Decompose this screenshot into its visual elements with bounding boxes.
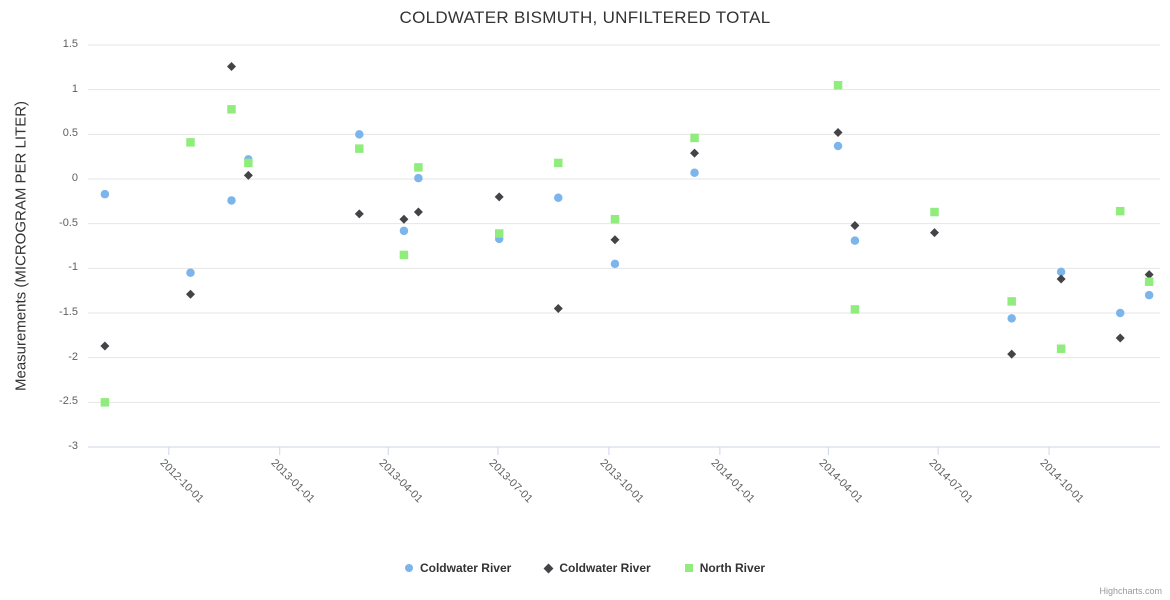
square-marker-icon	[684, 564, 693, 572]
data-point[interactable]	[1144, 290, 1154, 300]
data-point[interactable]	[399, 250, 409, 260]
y-tick-label: -0.5	[59, 216, 78, 229]
data-point[interactable]	[1115, 333, 1125, 343]
data-point[interactable]	[413, 207, 423, 217]
data-point[interactable]	[399, 226, 409, 236]
legend-item-label: Coldwater River	[559, 561, 651, 575]
y-tick-label: 0	[71, 172, 78, 184]
y-tick-label: 0.5	[62, 127, 78, 140]
data-point[interactable]	[1007, 349, 1017, 359]
data-point[interactable]	[610, 214, 620, 224]
legend-item-coldwater-river[interactable]: Coldwater River	[404, 561, 512, 575]
data-point[interactable]	[355, 130, 364, 139]
y-tick-label: -1	[68, 261, 78, 274]
data-point[interactable]	[226, 61, 236, 71]
data-point[interactable]	[554, 193, 563, 203]
data-point[interactable]	[227, 196, 236, 205]
data-point[interactable]	[930, 228, 940, 238]
y-tick-label: -3	[68, 440, 78, 452]
data-point[interactable]	[100, 398, 110, 407]
data-point[interactable]	[1007, 314, 1016, 323]
data-point[interactable]	[100, 189, 110, 199]
data-point[interactable]	[494, 192, 504, 202]
y-tick-label: -2.5	[59, 395, 78, 408]
data-point[interactable]	[930, 207, 939, 217]
data-point[interactable]	[414, 163, 423, 172]
data-point[interactable]	[690, 148, 700, 158]
data-point[interactable]	[186, 268, 195, 278]
data-point[interactable]	[1056, 344, 1066, 353]
y-tick-label: 1	[71, 82, 78, 95]
y-tick-label: 1.5	[62, 38, 78, 50]
data-point[interactable]	[833, 128, 843, 138]
data-point[interactable]	[1056, 267, 1066, 277]
data-point[interactable]	[1144, 277, 1154, 286]
data-point[interactable]	[1115, 206, 1125, 216]
data-point[interactable]	[494, 229, 504, 238]
data-point[interactable]	[243, 170, 253, 180]
circle-marker-icon	[404, 564, 413, 572]
y-tick-label: -2	[68, 350, 78, 363]
legend-item-label: North River	[699, 561, 766, 575]
legend: Coldwater River Coldwater River North Rive…	[0, 561, 1170, 575]
legend-item-north-river[interactable]: North River	[684, 561, 766, 575]
data-point[interactable]	[414, 173, 423, 183]
data-point[interactable]	[850, 305, 860, 314]
highcharts-credits-link[interactable]: Highcharts.com	[1099, 586, 1162, 596]
data-point[interactable]	[610, 259, 620, 269]
chart-title: COLDWATER BISMUTH, UNFILTERED TOTAL	[399, 8, 771, 27]
data-point[interactable]	[1144, 270, 1154, 280]
data-point[interactable]	[186, 138, 195, 147]
y-tick-label: -1.5	[59, 306, 78, 318]
legend-item-coldwater-river[interactable]: Coldwater River	[543, 561, 651, 575]
data-point[interactable]	[850, 236, 860, 245]
data-point[interactable]	[610, 235, 620, 245]
data-point[interactable]	[690, 133, 699, 143]
data-point[interactable]	[100, 341, 110, 351]
data-point[interactable]	[690, 168, 699, 177]
data-point[interactable]	[833, 141, 843, 151]
data-point[interactable]	[355, 144, 364, 153]
data-point[interactable]	[1056, 274, 1066, 284]
data-point[interactable]	[1007, 297, 1016, 306]
data-point[interactable]	[833, 80, 843, 90]
data-point[interactable]	[354, 209, 364, 219]
data-point[interactable]	[554, 158, 563, 168]
data-point[interactable]	[244, 158, 253, 168]
diamond-marker-icon	[543, 563, 554, 573]
data-point[interactable]	[399, 214, 409, 224]
data-point[interactable]	[553, 304, 563, 314]
data-point[interactable]	[850, 220, 860, 230]
data-point[interactable]	[1115, 308, 1125, 318]
legend-item-label: Coldwater River	[419, 561, 512, 575]
data-point[interactable]	[185, 289, 195, 299]
data-point[interactable]	[227, 105, 236, 114]
